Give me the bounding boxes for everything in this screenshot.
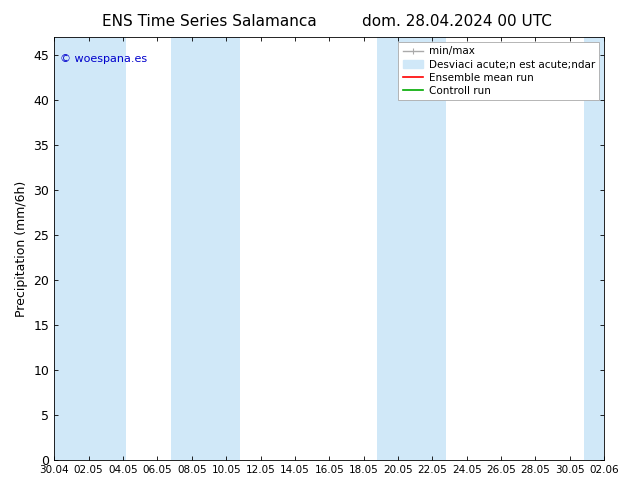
Bar	[583, 37, 621, 460]
Text: dom. 28.04.2024 00 UTC: dom. 28.04.2024 00 UTC	[361, 14, 552, 29]
Legend: min/max, Desviaci acute;n est acute;ndar, Ensemble mean run, Controll run: min/max, Desviaci acute;n est acute;ndar…	[398, 42, 599, 100]
Bar	[44, 37, 126, 460]
Text: ENS Time Series Salamanca: ENS Time Series Salamanca	[102, 14, 316, 29]
Bar	[377, 37, 446, 460]
Text: © woespana.es: © woespana.es	[60, 54, 147, 64]
Bar	[171, 37, 240, 460]
Y-axis label: Precipitation (mm/6h): Precipitation (mm/6h)	[15, 180, 28, 317]
